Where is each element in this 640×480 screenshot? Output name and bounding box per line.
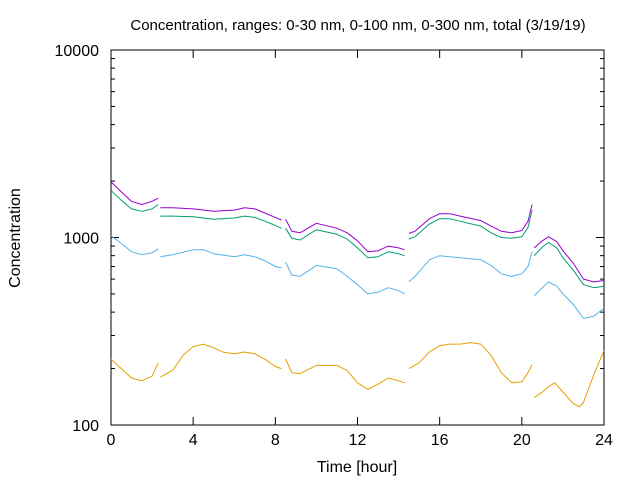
series-1 [110, 181, 605, 283]
series-line [160, 343, 282, 378]
series-line [285, 358, 405, 390]
series-line [408, 204, 533, 234]
x-tick-label: 16 [431, 432, 449, 449]
series-line [285, 219, 405, 253]
chart-title: Concentration, ranges: 0-30 nm, 0-100 nm… [130, 17, 585, 34]
x-tick-label: 8 [271, 432, 280, 449]
series-line [110, 190, 159, 212]
series-line [533, 281, 605, 319]
x-tick-label: 20 [513, 432, 531, 449]
series-line [110, 181, 159, 205]
x-tick-label: 0 [107, 432, 116, 449]
y-tick-label: 10000 [55, 43, 100, 60]
series-line [160, 249, 282, 269]
series-line [285, 228, 405, 259]
y-axis-label: Concentration [7, 188, 24, 288]
series-line [160, 215, 282, 229]
series-3 [110, 235, 605, 319]
series-line [533, 236, 605, 283]
x-tick-label: 24 [595, 432, 613, 449]
series-line [110, 235, 159, 256]
series-line [408, 251, 533, 283]
series-line [110, 358, 159, 382]
x-axis: 0 4 8 12 16 20 24 [107, 50, 613, 449]
series-line [285, 261, 405, 295]
y-axis: 100 1000 10000 [55, 43, 604, 435]
x-tick-label: 4 [189, 432, 198, 449]
series-group [110, 181, 605, 408]
series-line [408, 342, 533, 384]
x-axis-label: Time [hour] [317, 459, 397, 476]
y-tick-label: 100 [72, 418, 99, 435]
series-line [160, 207, 282, 221]
series-line [533, 242, 605, 289]
series-4 [110, 342, 605, 408]
series-line [408, 209, 533, 240]
series-line [533, 350, 605, 408]
y-tick-label: 1000 [63, 231, 99, 248]
series-2 [110, 190, 605, 289]
x-tick-label: 12 [349, 432, 367, 449]
